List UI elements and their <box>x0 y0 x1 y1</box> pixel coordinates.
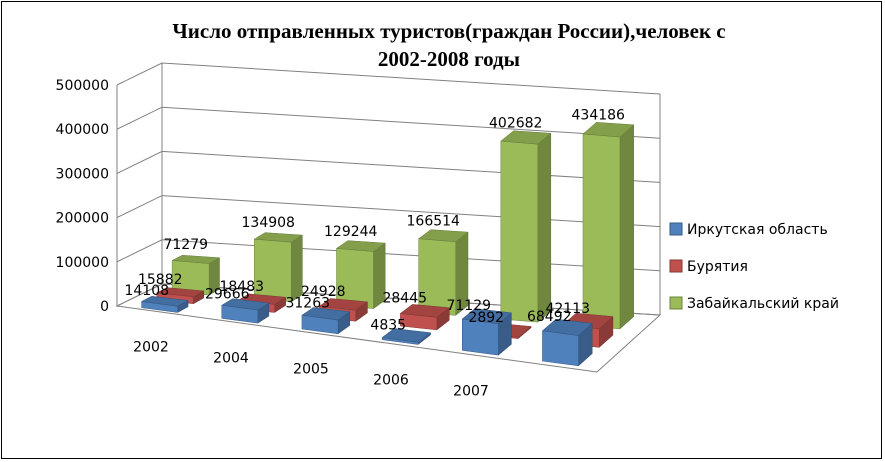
bar-top-face <box>301 307 351 321</box>
legend-swatch <box>669 296 683 310</box>
bar-2-4 <box>500 130 552 323</box>
y-tick-label: 400000 <box>56 122 109 138</box>
bar-2-2 <box>335 240 386 310</box>
bar-top-face <box>417 229 469 243</box>
y-tick-label: 500000 <box>56 78 109 94</box>
bar-top-face <box>140 296 189 307</box>
y-tick-label: 300000 <box>56 166 109 182</box>
gridline <box>116 150 661 183</box>
x-tick-label: 2007 <box>453 384 489 400</box>
legend-label: Забайкальский край <box>687 296 839 312</box>
data-labels-layer: 434186 402682 166514 129244 134908 71279 42113… <box>124 108 625 334</box>
data-label: 14108 <box>124 283 169 299</box>
data-label: 15882 <box>138 272 183 288</box>
bar-2-1 <box>253 232 304 303</box>
bar-side-face <box>619 124 634 330</box>
bar-top-face <box>171 254 221 264</box>
bars-layer <box>140 122 635 367</box>
side-wall <box>117 63 162 306</box>
data-label: 434186 <box>572 108 626 124</box>
bar-0-1 <box>221 298 270 324</box>
gridline <box>116 62 661 95</box>
bar-side-face <box>537 132 552 323</box>
data-label: 71279 <box>163 237 208 253</box>
legend-swatch <box>669 259 683 273</box>
data-label: 31263 <box>285 296 330 312</box>
data-label: 4835 <box>370 317 406 333</box>
data-label: 2892 <box>468 310 504 326</box>
bar-front-face <box>500 140 539 323</box>
data-label: 68492 <box>527 309 572 325</box>
data-label: 402682 <box>489 115 542 131</box>
legend-label: Бурятия <box>687 259 748 275</box>
gridline <box>116 239 661 272</box>
bar-top-face <box>335 240 386 252</box>
bar-2-5 <box>582 122 635 330</box>
bar-2-3 <box>417 229 469 316</box>
x-tick-label: 2006 <box>373 373 409 389</box>
bar-top-face <box>221 298 270 311</box>
data-label: 24928 <box>301 284 346 300</box>
bar-front-face <box>542 330 579 367</box>
bar-2-0 <box>171 254 221 296</box>
floor <box>115 283 662 373</box>
x-tick-label: 2002 <box>133 340 169 356</box>
bar-front-face <box>582 133 621 330</box>
gridline <box>116 106 661 139</box>
legend-swatch <box>669 222 683 236</box>
bar-top-face <box>461 308 512 324</box>
bar-top-face <box>399 304 450 318</box>
bar-0-2 <box>301 307 351 335</box>
chart-title-line-1: Число отправленных туристов(граждан Росс… <box>172 19 725 43</box>
bar-top-face <box>253 232 304 243</box>
bar-top-face <box>318 298 369 311</box>
bar-0-3 <box>381 328 432 346</box>
legend: Иркутская область Бурятия Забайкальский кр… <box>669 222 839 312</box>
data-label: 134908 <box>242 215 295 231</box>
legend-label: Иркутская область <box>687 222 828 238</box>
data-label: 42113 <box>545 301 590 317</box>
data-label: 166514 <box>407 214 461 230</box>
grid-layer: 0 100000 200000 300000 400000 500000 2002 2004 2… <box>56 62 662 400</box>
bar-top-face <box>500 130 552 145</box>
data-label: 18483 <box>219 279 264 295</box>
bar-0-4 <box>461 308 512 356</box>
bar-top-face <box>381 328 432 343</box>
bar-top-face <box>156 287 205 297</box>
y-tick-label: 100000 <box>56 255 109 271</box>
bar-1-3 <box>399 304 450 331</box>
y-tick-label: 0 <box>100 299 109 315</box>
chart-title-line-2: 2002-2008 годы <box>378 47 520 71</box>
y-tick-label: 200000 <box>56 211 109 227</box>
data-label: 28445 <box>382 291 427 307</box>
data-label: 29666 <box>205 286 250 302</box>
bar-0-0 <box>140 296 189 313</box>
gridline <box>116 195 661 228</box>
x-tick-label: 2004 <box>213 351 249 367</box>
bar-top-face <box>582 122 635 138</box>
data-label: 71129 <box>446 298 491 314</box>
x-tick-label: 2005 <box>293 362 329 378</box>
data-label: 129244 <box>324 224 378 240</box>
bar-0-5 <box>541 318 593 367</box>
bar-top-face <box>541 318 593 336</box>
